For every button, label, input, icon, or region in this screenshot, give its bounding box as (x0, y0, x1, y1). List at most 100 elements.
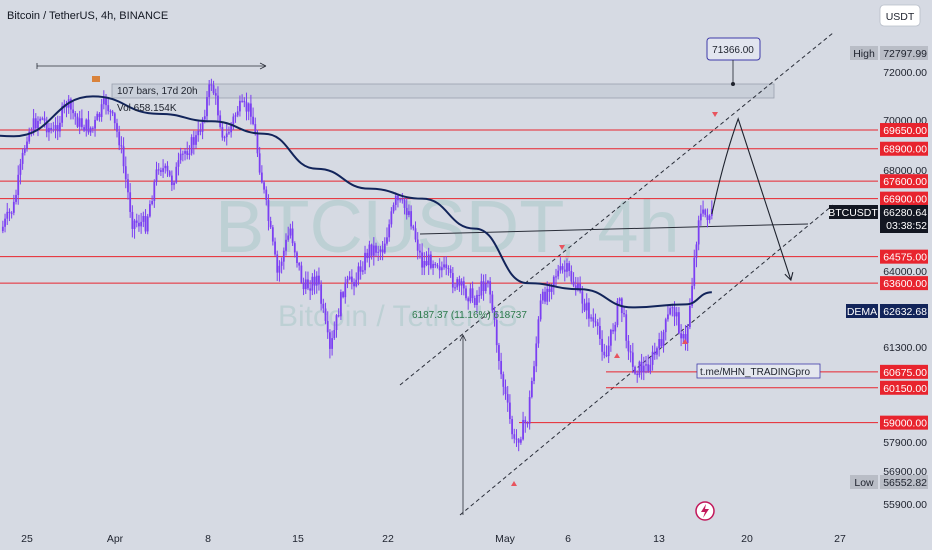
level-label-5: 64575.00 (883, 252, 927, 264)
candle-body-182 (399, 199, 402, 201)
candle-body-18 (39, 118, 42, 121)
candle-body-134 (293, 243, 296, 253)
candle-body-120 (263, 182, 265, 190)
candle-body-208 (456, 279, 459, 288)
currency-button[interactable] (879, 4, 921, 27)
candle-body-234 (513, 434, 516, 439)
candle-body-323 (708, 215, 711, 221)
candle-body-16 (34, 118, 37, 129)
candle-body-171 (375, 245, 377, 253)
candle-body-322 (706, 214, 709, 221)
candle-body-46 (100, 104, 103, 118)
candle-body-132 (289, 228, 292, 236)
candle-body-11 (23, 148, 26, 153)
candle-body-95 (208, 84, 211, 98)
channel-upper-line[interactable] (399, 32, 834, 386)
candle-body-299 (656, 348, 658, 355)
candle-body-184 (403, 199, 406, 208)
candle-body-279 (612, 329, 614, 332)
candle-body-170 (372, 245, 375, 256)
candle-body-304 (667, 314, 669, 320)
candle-body-296 (649, 364, 652, 372)
candle-body-181 (397, 195, 399, 201)
time-tick-2: Apr (107, 533, 124, 545)
candle-body-85 (186, 151, 189, 155)
candle-body-144 (315, 275, 318, 286)
channel-lower-line[interactable] (459, 204, 834, 516)
level-label-1: 69650.00 (883, 125, 927, 137)
price-axis-level-labels: 69650.00 68900.00 67600.00 66900.00 64575.00… (880, 123, 928, 430)
price-tick-3: 68000.00 (883, 165, 927, 177)
candle-body-131 (287, 235, 290, 240)
time-tick-9: 20 (741, 533, 753, 545)
candle-body-186 (408, 211, 410, 215)
candle-body-226 (495, 319, 498, 346)
last-price: 66280.64 (883, 207, 927, 219)
candle-body-91 (199, 130, 202, 132)
candle-body-24 (52, 129, 55, 131)
time-tick-3: 8 (205, 533, 211, 545)
candle-body-288 (631, 352, 634, 367)
candle-body-109 (239, 100, 241, 112)
candle-body-216 (473, 298, 476, 306)
candle-body-293 (642, 365, 645, 373)
candle-body-199 (436, 265, 439, 267)
candle-body-313 (686, 327, 689, 344)
candle-body-277 (607, 345, 610, 357)
candle-body-19 (41, 118, 44, 120)
candle-body-13 (28, 131, 31, 142)
level-label-2: 68900.00 (883, 144, 927, 156)
candle-body-105 (230, 124, 233, 133)
candle-body-233 (511, 419, 513, 435)
candle-body-308 (675, 312, 678, 317)
candle-body-12 (26, 141, 28, 149)
candle-body-135 (296, 252, 298, 264)
candle-body-298 (653, 351, 656, 355)
candle-body-37 (80, 118, 83, 128)
candle-body-79 (173, 182, 175, 186)
up-marker-1 (511, 481, 517, 486)
measure-vol-text: Vol 658.154K (117, 103, 177, 114)
time-tick-6: May (495, 533, 516, 545)
dema-line[interactable] (0, 95, 712, 309)
candle-body-301 (660, 339, 663, 347)
level-label-4: 66900.00 (883, 194, 927, 206)
candle-body-53 (116, 123, 118, 132)
candle-body-42 (91, 127, 94, 129)
candle-body-30 (65, 104, 68, 108)
candle-body-81 (177, 160, 180, 167)
candle-body-71 (155, 169, 158, 182)
candle-body-104 (228, 132, 230, 134)
candle-body-204 (447, 268, 450, 270)
candle-body-202 (443, 264, 445, 268)
candle-body-222 (487, 281, 489, 284)
candle-body-122 (267, 199, 270, 221)
candle-body-235 (515, 438, 518, 440)
candle-body-22 (48, 127, 50, 133)
candle-body-35 (76, 116, 79, 127)
candle-body-111 (243, 100, 246, 103)
candle-body-253 (555, 276, 557, 278)
candle-body-270 (592, 317, 595, 322)
candle-body-90 (197, 130, 200, 136)
candle-body-25 (54, 125, 57, 130)
candle-body-34 (74, 113, 77, 117)
candle-body-99 (217, 95, 219, 116)
price-tick-5: 64000.00 (883, 266, 927, 278)
chart-title: Bitcoin / TetherUS, 4h, BINANCE (7, 10, 168, 22)
candle-body-311 (682, 334, 685, 339)
target-callout-box[interactable] (706, 37, 761, 61)
candle-body-55 (120, 145, 123, 147)
projection-path[interactable] (711, 117, 792, 281)
candle-body-177 (388, 224, 391, 238)
candle-body-281 (616, 301, 619, 325)
candle-body-247 (541, 291, 544, 301)
candle-body-5 (10, 212, 13, 214)
promo-box[interactable] (696, 363, 821, 379)
time-axis-ticks: 25 Apr 8 15 22 May 6 13 20 27 (21, 533, 846, 545)
candle-body-64 (140, 221, 143, 227)
candle-body-300 (658, 339, 661, 349)
candle-body-51 (111, 111, 114, 114)
